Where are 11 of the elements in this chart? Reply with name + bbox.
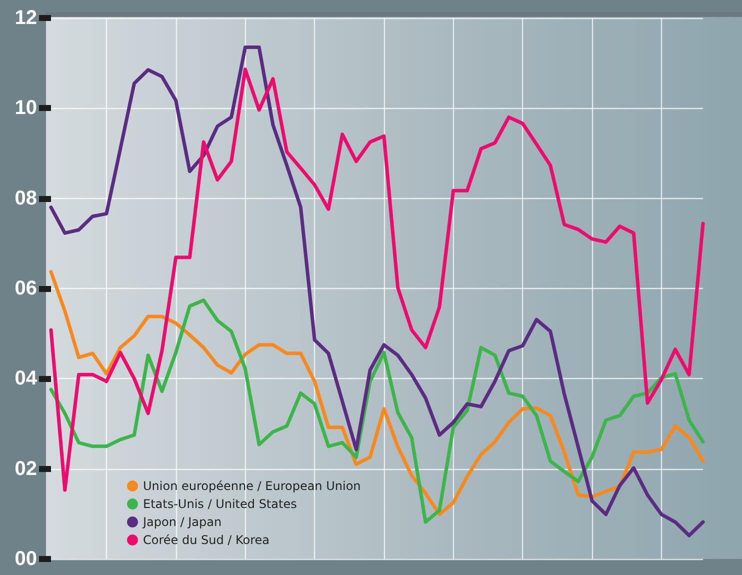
y-tick-label: 12 — [14, 7, 37, 29]
legend-label: Japon / Japan — [142, 515, 222, 529]
legend-label: Etats-Unis / United States — [143, 497, 297, 511]
legend-label: Corée du Sud / Korea — [143, 533, 270, 547]
y-tick-label: 10 — [14, 97, 37, 120]
y-tick-label: 04 — [14, 368, 38, 390]
y-tick-label: 02 — [14, 458, 37, 480]
legend-label: Union européenne / European Union — [143, 479, 361, 493]
y-tick-label: 00 — [14, 548, 37, 570]
y-tick-label: 08 — [14, 187, 37, 210]
y-tick-label: 06 — [14, 278, 37, 300]
